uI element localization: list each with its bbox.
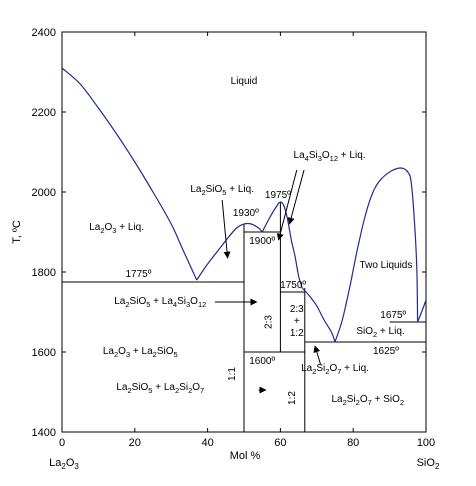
region-label-liquid: Liquid [231,76,258,87]
x-axis-label: Mol % [230,450,261,462]
x-tick-label-40: 40 [201,437,213,449]
temperature-label-4: 1750º [280,280,306,291]
x-tick-label-0: 0 [59,437,65,449]
temperature-label-2: 1975º [265,190,291,201]
y-tick-label-2200: 2200 [32,107,56,119]
arrows-group [214,169,321,394]
region-label-la4si3o12-liq: La4Si3O12 + Liq. [294,150,366,163]
x-tick-label-100: 100 [417,437,435,449]
temperature-label-1: 1930º [233,208,259,219]
y-tick-label-2400: 2400 [32,27,56,39]
region-label-la2si2o7-sio2: La2Si2O7 + SiO2 [331,394,404,407]
liquidus-curve-4 [334,167,419,343]
temperature-label-6: 1625º [373,346,399,357]
phase-lines-group [62,202,426,432]
pointer-arrow-2 [287,169,305,225]
y-tick-label-1400: 1400 [32,427,56,439]
liquidus-curve-3 [301,287,336,343]
pointer-arrow-0 [221,199,231,259]
region-label-la2o3-liq: La2O3 + Liq. [89,222,144,235]
liquidus-curve-5 [417,299,427,323]
temperature-label-0: 1775º [125,269,151,280]
y-tick-label-2000: 2000 [32,187,56,199]
ratio-stack-line-0: 2:3 [290,304,304,315]
liquidus-curve-1 [196,222,263,281]
region-label-la2sio5-liq: La2SiO5 + Liq. [190,184,254,197]
region-label-la2o3-la2sio5: La2O3 + La2SiO5 [103,346,178,359]
temperature-label-3: 1900º [249,236,275,247]
pointer-arrow-4 [313,345,321,365]
y-axis-label: T, ºC [11,220,23,244]
ticks-group: 0 20 40 60 80 100 1400 1600 1800 2000 2200 2400 [32,27,436,449]
pointer-arrow-1 [276,169,298,241]
y-tick-label-1800: 1800 [32,267,56,279]
labels-group: Liquid La2O3 + Liq. La2SiO5 + Liq. La4Si3O1… [89,76,412,407]
ratio-stack-line-1: + [294,316,300,327]
x-endpoint-left: La2O3 [49,457,79,471]
region-label-la2si2o7-liq: La2Si2O7 + Liq. [301,363,369,376]
region-label-la2sio5-la2si2o7: La2SiO5 + La2Si2O7 [116,382,204,395]
region-label-la2sio5-la4si3o12: La2SiO5 + La4Si3O12 [114,296,206,309]
x-endpoint-right: SiO2 [417,457,440,471]
region-label-two-liquids: Two Liquids [360,260,413,271]
x-tick-label-20: 20 [129,437,141,449]
y-tick-label-1600: 1600 [32,347,56,359]
x-tick-label-60: 60 [274,437,286,449]
ratio-label-1: 2:3 [263,315,274,329]
ratio-stack-line-2: 1:2 [290,328,304,339]
ratio-label-0: 1:1 [227,367,238,381]
ratio-label-2: 1:2 [287,391,298,405]
x-tick-label-80: 80 [347,437,359,449]
region-label-sio2-liq: SiO2 + Liq. [356,326,404,339]
temperature-label-5: 1675º [380,310,406,321]
temperature-label-7: 1600º [249,356,275,367]
liquidus-curve-0 [61,67,198,281]
